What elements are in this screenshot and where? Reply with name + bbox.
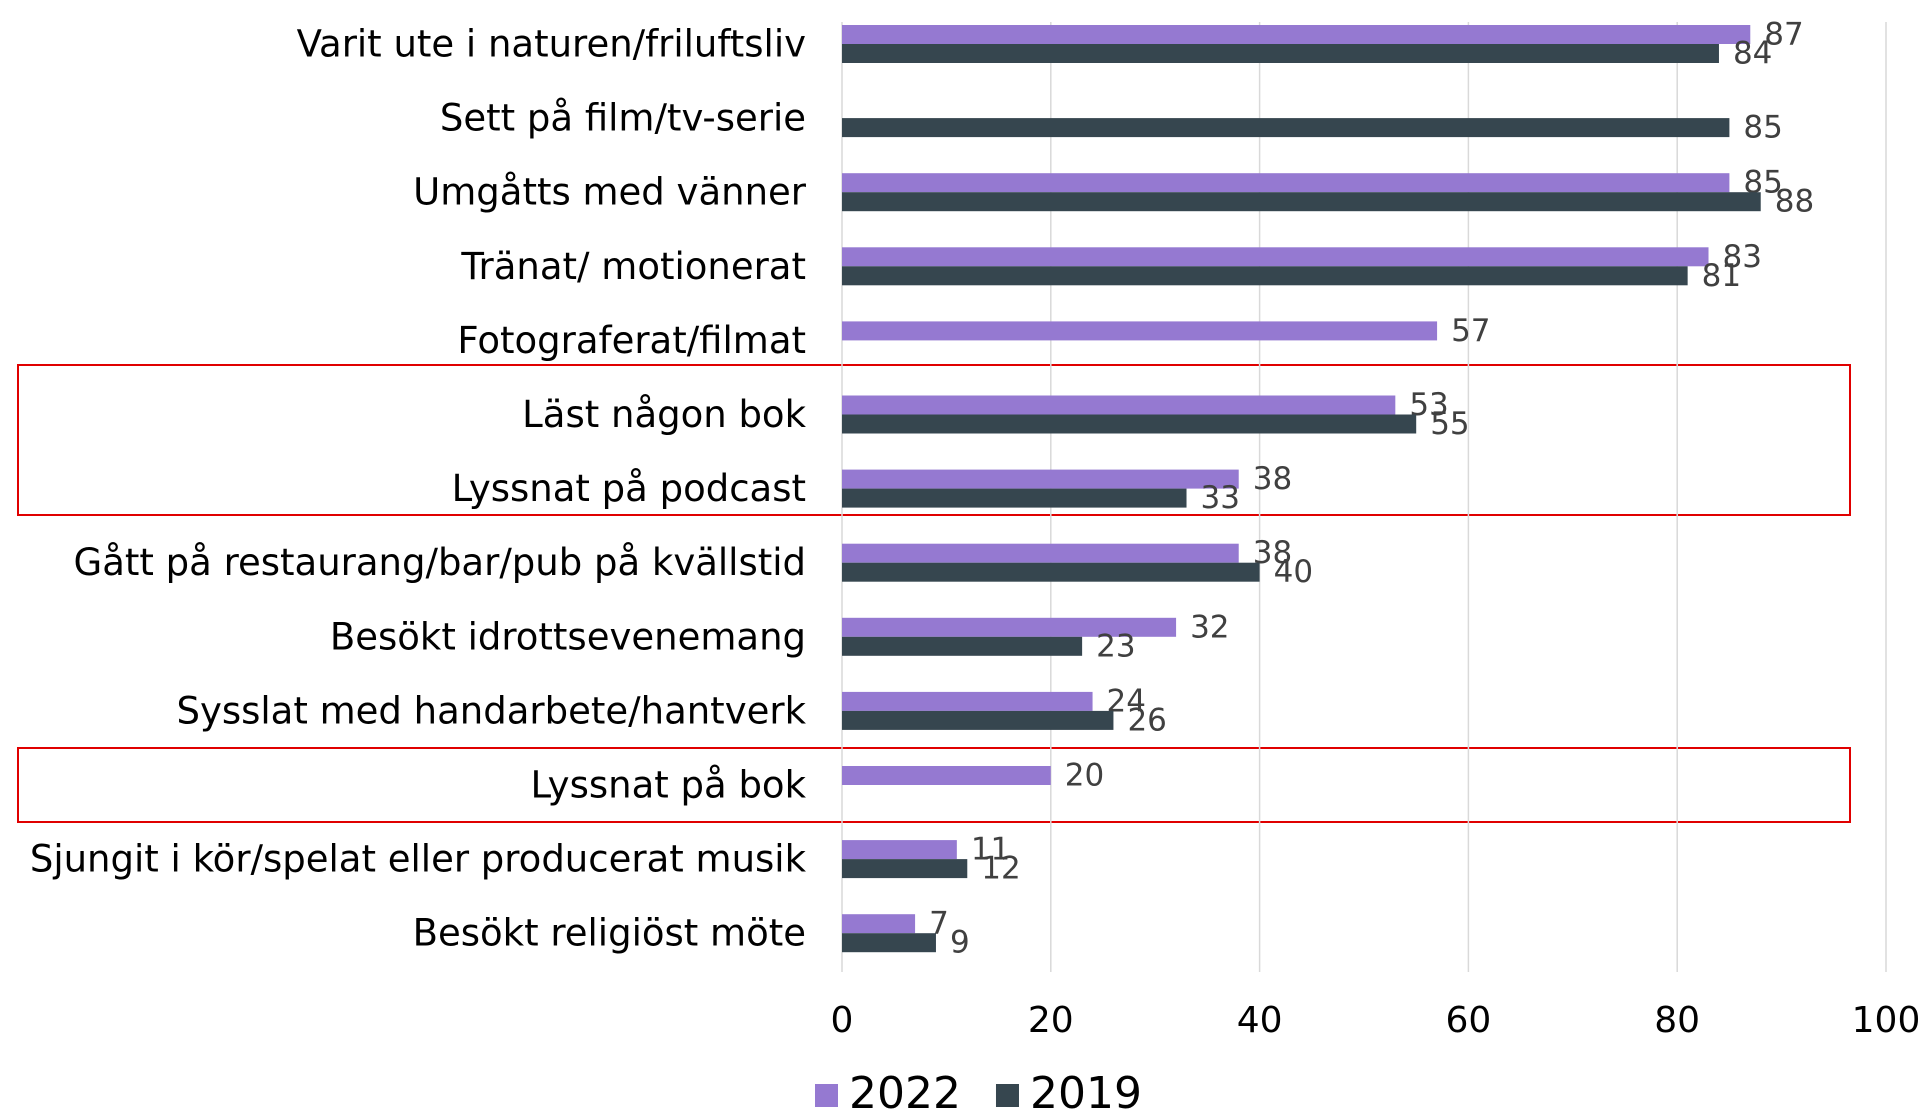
bar bbox=[842, 247, 1709, 267]
value-label: 38 bbox=[1253, 461, 1292, 497]
category-label: Tränat/ motionerat bbox=[460, 245, 806, 288]
bar bbox=[842, 488, 1187, 508]
bar bbox=[842, 691, 1093, 711]
category-label: Gått på restaurang/bar/pub på kvällstid bbox=[74, 541, 806, 584]
x-tick-label: 80 bbox=[1654, 1000, 1700, 1041]
category-label: Umgåtts med vänner bbox=[413, 171, 807, 214]
bar bbox=[842, 617, 1177, 637]
bar bbox=[842, 192, 1761, 212]
bar bbox=[842, 636, 1083, 656]
value-label: 88 bbox=[1775, 184, 1814, 220]
category-label: Sjungit i kör/spelat eller producerat mu… bbox=[30, 838, 807, 881]
value-label: 7 bbox=[929, 906, 949, 942]
value-label: 83 bbox=[1723, 239, 1762, 275]
bar bbox=[842, 321, 1438, 341]
category-label: Sysslat med handarbete/hantverk bbox=[176, 689, 806, 732]
value-label: 26 bbox=[1127, 702, 1166, 738]
bar bbox=[842, 766, 1051, 785]
highlight-box bbox=[17, 364, 1851, 516]
category-label: Varit ute i naturen/friluftsliv bbox=[297, 23, 806, 66]
value-label: 11 bbox=[971, 832, 1010, 868]
category-label: Fotograferat/filmat bbox=[457, 319, 806, 362]
value-label: 55 bbox=[1430, 406, 1469, 442]
value-label: 81 bbox=[1702, 258, 1741, 294]
category-label: Lyssnat på bok bbox=[530, 764, 806, 807]
bar bbox=[842, 118, 1730, 138]
bar bbox=[842, 914, 916, 934]
bar bbox=[842, 25, 1751, 44]
bar bbox=[842, 933, 936, 953]
value-label: 87 bbox=[1764, 17, 1803, 53]
value-label: 12 bbox=[981, 851, 1020, 887]
bar bbox=[842, 44, 1719, 63]
x-tick-label: 40 bbox=[1237, 1000, 1283, 1041]
bar bbox=[842, 173, 1730, 193]
bar bbox=[842, 562, 1260, 582]
x-tick-label: 60 bbox=[1445, 1000, 1491, 1041]
value-label: 84 bbox=[1733, 36, 1772, 72]
bar bbox=[842, 840, 957, 860]
bar bbox=[842, 395, 1396, 415]
value-label: 23 bbox=[1096, 628, 1135, 664]
bar bbox=[842, 266, 1688, 286]
value-label: 57 bbox=[1451, 313, 1490, 349]
x-tick-label: 20 bbox=[1028, 1000, 1074, 1041]
bar bbox=[842, 469, 1239, 489]
bar bbox=[842, 414, 1417, 434]
highlight-box bbox=[17, 747, 1851, 823]
value-label: 40 bbox=[1274, 554, 1313, 590]
category-label: Besökt idrottsevenemang bbox=[330, 615, 806, 658]
category-label: Besökt religiöst möte bbox=[413, 912, 806, 955]
legend-swatch bbox=[995, 1084, 1019, 1107]
legend-swatch bbox=[815, 1084, 838, 1107]
legend-label: 2022 bbox=[849, 1068, 961, 1113]
bar bbox=[842, 710, 1114, 730]
x-tick-label: 0 bbox=[831, 1000, 854, 1041]
category-label: Lyssnat på podcast bbox=[452, 467, 806, 510]
value-label: 32 bbox=[1190, 609, 1229, 645]
category-label: Sett på film/tv-serie bbox=[440, 97, 806, 140]
value-label: 20 bbox=[1065, 758, 1104, 794]
category-label: Läst någon bok bbox=[522, 393, 806, 436]
x-tick-label: 100 bbox=[1852, 1000, 1921, 1041]
value-label: 85 bbox=[1743, 110, 1782, 146]
value-label: 33 bbox=[1201, 480, 1240, 516]
bar bbox=[842, 859, 968, 879]
value-label: 9 bbox=[950, 925, 970, 961]
bar bbox=[842, 543, 1239, 563]
legend-label: 2019 bbox=[1030, 1068, 1142, 1113]
